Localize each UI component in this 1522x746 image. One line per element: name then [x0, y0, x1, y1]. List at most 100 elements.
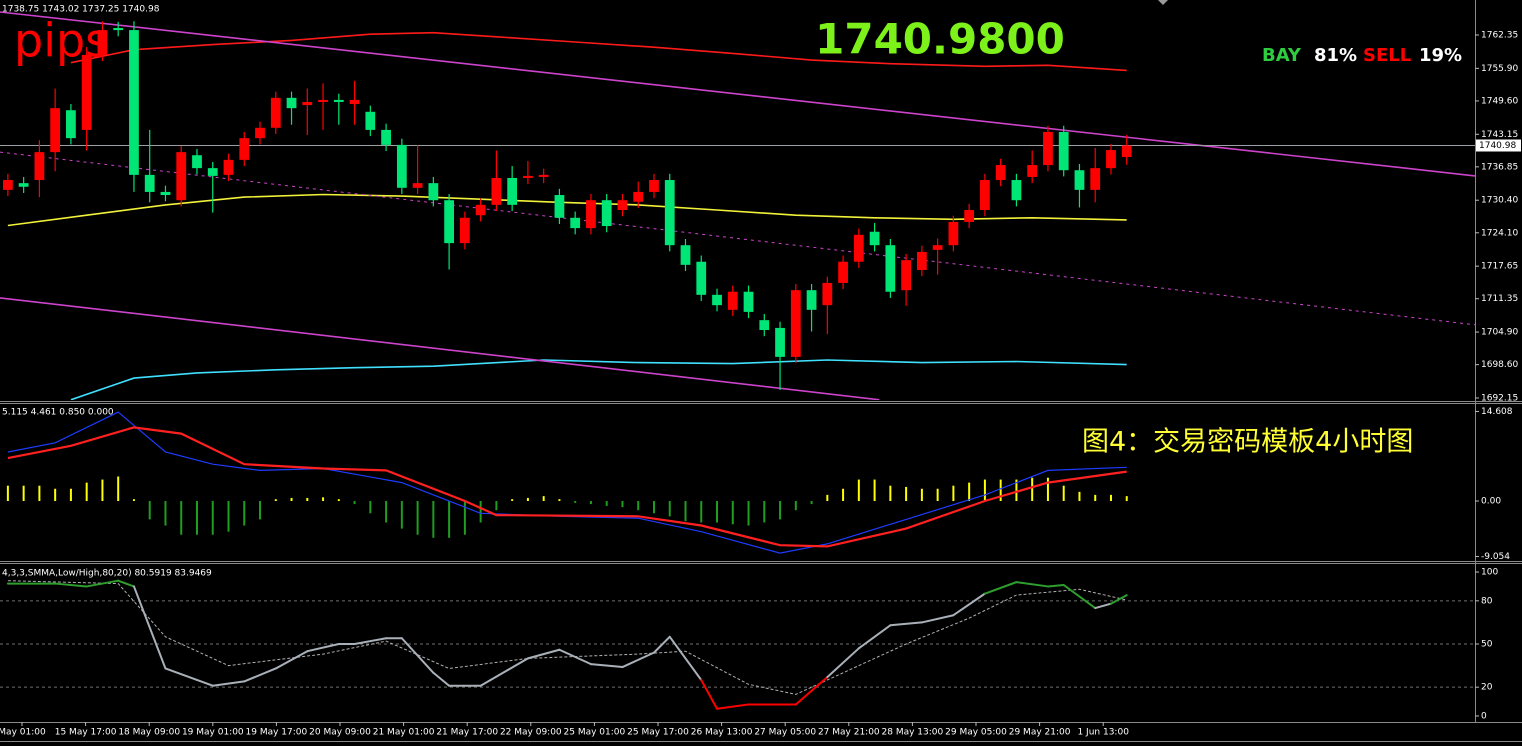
candle-body: [223, 159, 234, 175]
x-tick-label: 25 May 01:00: [564, 728, 626, 738]
candle-body: [980, 180, 990, 211]
indicator-line: [0, 151, 1475, 326]
main-line-segment: [195, 678, 214, 687]
indicator-line: [70, 359, 1127, 400]
candle-body: [129, 30, 139, 175]
y-tick-label: 1736.85: [1481, 162, 1518, 172]
chart-layer: 1762.35 1755.90 1749.60 1743.15 1736.85 1730.…: [0, 11, 1521, 738]
candle-body: [81, 54, 92, 130]
indicator-line: [0, 297, 880, 400]
y-tick-label: 1698.60: [1481, 360, 1518, 370]
candle-body: [302, 101, 313, 106]
main-line-segment: [132, 585, 167, 670]
main-line-segment: [794, 676, 829, 706]
main-line-segment: [1046, 584, 1065, 588]
ohlc-header: 1738.75 1743.02 1737.25 1740.98: [2, 5, 160, 15]
candle-body: [570, 217, 581, 229]
candle-body: [2, 180, 13, 190]
main-line-segment: [243, 667, 277, 683]
candle-body: [586, 200, 596, 229]
candle-body: [381, 129, 391, 145]
main-line-segment: [479, 657, 529, 687]
candle-body: [428, 183, 439, 201]
x-tick-label: 26 May 13:00: [691, 728, 753, 738]
y-tick-label: -9.054: [1481, 552, 1510, 562]
candle-body: [97, 30, 108, 55]
main-line-segment: [164, 667, 198, 681]
x-tick-label: 20 May 09:00: [309, 728, 371, 738]
y-tick-label: 1692.15: [1481, 393, 1518, 403]
candle-body: [1058, 131, 1069, 171]
candle-body: [743, 291, 754, 312]
x-tick-label: 19 May 01:00: [182, 728, 244, 738]
main-line-segment: [306, 643, 340, 653]
candle-body: [790, 290, 801, 357]
main-line-segment: [1062, 584, 1097, 610]
main-line-segment: [826, 647, 860, 679]
main-line-segment: [700, 678, 719, 710]
candle-body: [806, 290, 817, 310]
main-line-segment: [85, 579, 120, 588]
x-tick-label: 22 May 09:00: [500, 728, 562, 738]
x-tick-label: 27 May 21:00: [818, 728, 880, 738]
candle-body: [1043, 131, 1053, 166]
main-line-segment: [952, 592, 986, 617]
scroll-marker: [1158, 0, 1168, 5]
main-line-segment: [54, 582, 88, 588]
candle-body: [775, 327, 785, 357]
x-tick-label: 21 May 17:00: [436, 728, 498, 738]
main-line-segment: [274, 650, 309, 670]
x-tick-label: May 01:00: [0, 728, 46, 738]
x-tick-label: 1 Jun 13:00: [1077, 728, 1129, 738]
candle-body: [601, 200, 612, 227]
x-tick-label: 25 May 17:00: [627, 728, 689, 738]
candle-body: [365, 111, 376, 130]
y-tick-label: 0: [1481, 711, 1487, 721]
macd-header: 5.115 4.461 0.850 0.000: [2, 408, 114, 418]
candle-body: [664, 180, 675, 246]
x-tick-label: 29 May 21:00: [1009, 728, 1071, 738]
candle-body: [617, 200, 628, 211]
candle-body: [207, 168, 218, 176]
candle-body: [649, 180, 659, 192]
indicator-line: [70, 31, 1127, 72]
candle-body: [853, 234, 864, 262]
y-tick-label: 80: [1481, 596, 1493, 606]
candle-body: [286, 97, 297, 109]
candle-body: [680, 245, 691, 265]
candle-body: [916, 251, 927, 271]
candle-body: [554, 195, 565, 218]
panel: [0, 579, 1475, 710]
x-tick-label: 19 May 17:00: [246, 728, 308, 738]
candle-body: [239, 138, 250, 160]
candle-body: [523, 175, 533, 178]
main-line-segment: [652, 635, 671, 654]
candle-body: [869, 231, 880, 246]
main-line-segment: [889, 621, 923, 627]
main-line-segment: [1094, 602, 1112, 610]
main-line-segment: [983, 581, 1018, 595]
candle-body: [1106, 150, 1116, 169]
y-tick-label: 14.608: [1481, 407, 1513, 417]
y-tick-label: 50: [1481, 640, 1493, 650]
candle-body: [712, 294, 722, 306]
candle-body: [144, 174, 155, 192]
current-price-box: [1476, 139, 1521, 152]
candle-body: [1011, 180, 1022, 201]
candle-body: [318, 99, 328, 102]
sentiment-name: SELL: [1363, 45, 1411, 66]
x-tick-label: 28 May 13:00: [882, 728, 944, 738]
y-tick-label: 1717.65: [1481, 262, 1518, 272]
y-tick-label: 1704.90: [1481, 328, 1518, 338]
candle-body: [459, 217, 470, 244]
candle-body: [759, 320, 770, 330]
main-line-segment: [668, 635, 703, 681]
y-tick-label: 0.00: [1481, 497, 1501, 507]
signal-line: [7, 580, 1127, 695]
main-line-segment: [621, 651, 655, 669]
candle-body: [901, 260, 912, 291]
candle-body: [948, 221, 959, 246]
candle-body: [1074, 170, 1085, 190]
indicator-line: [0, 11, 1475, 177]
